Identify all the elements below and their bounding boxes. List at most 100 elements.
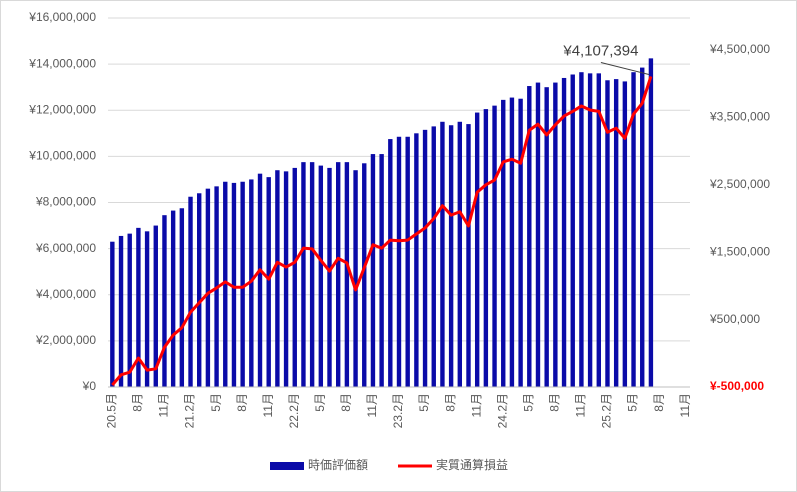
bar [370,154,376,387]
y2-tick-label: ¥4,500,000 [709,42,770,56]
leader-line [600,61,650,75]
bar [153,225,158,387]
bar [179,208,185,387]
bar [422,129,428,387]
bar [353,170,358,387]
bar [474,112,480,388]
y-tick-label: ¥2,000,000 [35,333,96,347]
x-tick-label: 8月 [443,393,457,412]
x-tick-label: 8月 [652,393,666,412]
bar [492,105,497,387]
y-tick-label: ¥12,000,000 [28,102,96,116]
bar [648,58,654,387]
y2-tick-label: ¥-500,000 [710,379,764,393]
bar [431,126,436,388]
bar [170,210,176,387]
x-tick-label: 5月 [521,393,535,412]
line [111,76,653,386]
bar [631,72,636,388]
x-tick-label: 21.2月 [183,393,197,428]
y-tick-label: ¥4,000,000 [35,287,96,301]
bar [188,196,193,387]
bar [544,87,549,387]
x-tick-label: 11月 [469,393,483,417]
bar [318,165,324,387]
y-tick-label: ¥10,000,000 [28,149,96,163]
x-tick-label: 20.5月 [105,393,119,428]
bar [197,193,202,387]
x-tick-label: 11月 [261,393,275,417]
x-tick-label: 5月 [313,393,327,412]
bar [283,171,289,387]
x-tick-label: 8月 [131,393,145,412]
bar [613,79,619,387]
y2-tick-label: ¥2,500,000 [709,177,770,191]
bar [570,74,575,388]
legend-label: 実質通算損益 [436,457,508,472]
bar [344,162,350,387]
bar [440,121,445,387]
y-tick-label: ¥16,000,000 [28,10,96,24]
data-label: ¥4,107,394 [562,42,638,59]
x-tick-label: 11月 [365,393,379,417]
bar [205,188,211,387]
bar [136,227,141,387]
bar [223,181,228,387]
bar [509,97,515,388]
bar [405,136,410,387]
bar [275,170,280,387]
x-tick-label: 24.2月 [495,393,509,428]
bar [118,235,124,387]
bar [362,163,367,387]
x-tick-label: 8月 [235,393,249,412]
bar [640,67,645,387]
bar [266,177,271,387]
x-tick-label: 11月 [574,393,588,417]
x-tick-label: 8月 [548,393,562,412]
bar [249,179,254,387]
x-tick-label: 23.2月 [391,393,405,428]
bar [301,162,306,387]
x-tick-label: 5月 [209,393,223,412]
y2-tick-label: ¥500,000 [709,312,760,326]
x-tick-label: 25.2月 [600,393,614,428]
y-tick-label: ¥14,000,000 [28,56,96,70]
y-tick-label: ¥8,000,000 [35,195,96,209]
x-tick-label: 5月 [626,393,640,412]
bar [144,231,150,387]
bar [240,181,245,387]
bar [396,136,402,387]
bar [501,99,506,387]
bar [127,233,132,387]
bar [388,139,393,387]
bar [587,73,593,387]
bar [379,154,384,387]
y2-tick-label: ¥3,500,000 [709,110,770,124]
x-tick-label: 11月 [678,393,692,417]
bar [518,98,523,387]
bar [414,133,419,387]
legend-label: 時価評価額 [308,457,368,472]
y2-tick-label: ¥1,500,000 [709,244,770,258]
bar [527,86,532,388]
y-tick-label: ¥0 [82,379,97,393]
bar [535,82,541,387]
bar [579,72,584,388]
bar [553,82,558,387]
bar [327,167,332,387]
x-tick-label: 5月 [417,393,431,412]
bar [231,182,237,387]
bar [483,109,489,388]
bar [335,162,341,387]
bar [448,125,454,387]
bar [596,73,601,387]
bar [110,241,115,387]
bar [605,80,610,388]
x-tick-label: 11月 [157,393,171,417]
y-tick-label: ¥6,000,000 [35,241,96,255]
bar [622,81,628,387]
bar [561,77,567,388]
x-tick-label: 22.2月 [287,393,301,428]
bar [257,173,263,387]
